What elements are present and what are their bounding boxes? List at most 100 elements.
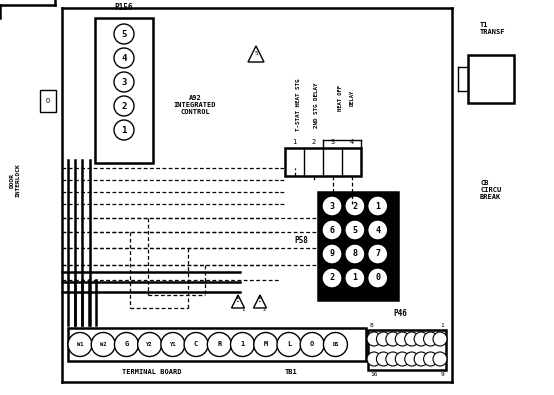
Circle shape xyxy=(324,333,347,357)
Circle shape xyxy=(386,332,400,346)
Text: P46: P46 xyxy=(393,309,407,318)
Text: 2: 2 xyxy=(352,201,357,211)
Circle shape xyxy=(396,352,409,366)
Text: 1: 1 xyxy=(121,126,127,135)
Circle shape xyxy=(396,332,409,346)
Circle shape xyxy=(368,220,388,240)
Text: DOOR
INTERLOCK: DOOR INTERLOCK xyxy=(9,163,20,197)
Text: O: O xyxy=(46,98,50,104)
Text: M: M xyxy=(264,342,268,348)
Circle shape xyxy=(414,332,428,346)
Circle shape xyxy=(376,352,391,366)
Text: W2: W2 xyxy=(100,342,106,347)
Text: CB
CIRCU
BREAK: CB CIRCU BREAK xyxy=(480,180,501,200)
Circle shape xyxy=(345,220,365,240)
Circle shape xyxy=(91,333,115,357)
Circle shape xyxy=(161,333,185,357)
Text: P156: P156 xyxy=(115,3,134,12)
Circle shape xyxy=(414,352,428,366)
Text: 2: 2 xyxy=(263,307,266,312)
Circle shape xyxy=(345,196,365,216)
Bar xyxy=(68,328,366,361)
Text: 3: 3 xyxy=(121,77,127,87)
Text: DELAY: DELAY xyxy=(350,90,355,106)
Text: R: R xyxy=(217,342,222,348)
Text: 8: 8 xyxy=(370,323,374,328)
Text: DS: DS xyxy=(332,342,338,347)
Text: W1: W1 xyxy=(77,342,83,347)
Text: O: O xyxy=(310,342,314,348)
Text: C: C xyxy=(194,342,198,348)
Circle shape xyxy=(433,332,447,346)
Text: !: ! xyxy=(236,295,240,304)
Bar xyxy=(318,192,398,300)
Text: 1: 1 xyxy=(440,323,444,328)
Circle shape xyxy=(345,268,365,288)
Circle shape xyxy=(322,220,342,240)
Text: 2: 2 xyxy=(311,139,316,145)
Text: 2: 2 xyxy=(121,102,127,111)
Text: 1: 1 xyxy=(240,342,245,348)
Circle shape xyxy=(277,333,301,357)
Text: 2: 2 xyxy=(330,273,335,282)
Circle shape xyxy=(115,333,138,357)
Bar xyxy=(285,148,361,176)
Circle shape xyxy=(322,244,342,264)
Text: 5: 5 xyxy=(254,51,258,56)
Text: 1: 1 xyxy=(293,139,296,145)
Circle shape xyxy=(230,333,254,357)
Bar xyxy=(40,90,56,112)
Text: 0: 0 xyxy=(375,273,380,282)
Text: HEAT OFF: HEAT OFF xyxy=(337,85,342,111)
Circle shape xyxy=(368,244,388,264)
Text: T1
TRANSF: T1 TRANSF xyxy=(480,21,505,34)
Text: 7: 7 xyxy=(375,250,380,258)
Circle shape xyxy=(368,196,388,216)
Text: A92
INTEGRATED
CONTROL: A92 INTEGRATED CONTROL xyxy=(174,95,216,115)
Text: 1: 1 xyxy=(241,307,244,312)
Circle shape xyxy=(405,332,419,346)
Text: TB1: TB1 xyxy=(285,369,298,375)
Circle shape xyxy=(68,333,92,357)
Circle shape xyxy=(424,352,438,366)
Bar xyxy=(368,330,446,370)
Circle shape xyxy=(322,196,342,216)
Text: Y1: Y1 xyxy=(170,342,176,347)
Text: 8: 8 xyxy=(352,250,357,258)
Circle shape xyxy=(207,333,232,357)
Circle shape xyxy=(376,332,391,346)
Bar xyxy=(95,18,153,163)
Text: 5: 5 xyxy=(121,30,127,38)
Text: 5: 5 xyxy=(352,226,357,235)
Circle shape xyxy=(137,333,162,357)
Circle shape xyxy=(367,332,381,346)
Text: 4: 4 xyxy=(121,53,127,62)
Circle shape xyxy=(405,352,419,366)
Text: L: L xyxy=(287,342,291,348)
Text: 3: 3 xyxy=(330,139,335,145)
Circle shape xyxy=(114,72,134,92)
Circle shape xyxy=(386,352,400,366)
Circle shape xyxy=(114,120,134,140)
Circle shape xyxy=(367,352,381,366)
Text: 3: 3 xyxy=(330,201,335,211)
Text: 9: 9 xyxy=(440,372,444,377)
Text: 1: 1 xyxy=(352,273,357,282)
Circle shape xyxy=(114,96,134,116)
Text: 4: 4 xyxy=(375,226,380,235)
Text: 9: 9 xyxy=(330,250,335,258)
Circle shape xyxy=(433,352,447,366)
Circle shape xyxy=(424,332,438,346)
Circle shape xyxy=(254,333,278,357)
Text: P58: P58 xyxy=(294,235,308,245)
Text: G: G xyxy=(124,342,129,348)
Text: !: ! xyxy=(258,295,262,304)
Text: T-STAT HEAT STG: T-STAT HEAT STG xyxy=(295,79,300,131)
Text: 1: 1 xyxy=(375,201,380,211)
Circle shape xyxy=(322,268,342,288)
Circle shape xyxy=(184,333,208,357)
Text: 6: 6 xyxy=(330,226,335,235)
Text: 2ND STG DELAY: 2ND STG DELAY xyxy=(314,82,319,128)
Text: Y2: Y2 xyxy=(146,342,153,347)
Circle shape xyxy=(368,268,388,288)
